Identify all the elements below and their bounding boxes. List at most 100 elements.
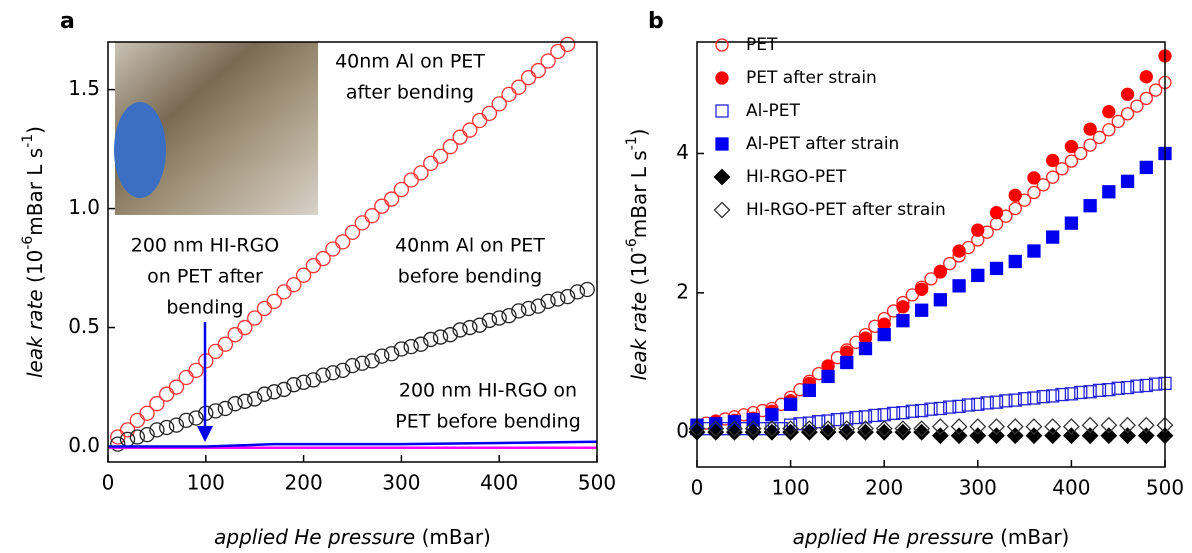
marker — [744, 420, 762, 438]
marker — [237, 319, 253, 336]
marker — [952, 244, 966, 258]
marker — [896, 300, 910, 314]
annotation-arrowhead — [197, 426, 213, 442]
marker — [1044, 418, 1062, 436]
marker — [452, 322, 468, 338]
marker — [462, 122, 478, 138]
marker — [988, 427, 1005, 445]
axis-label-part: leak rate — [23, 289, 47, 378]
marker — [713, 201, 731, 219]
marker — [354, 215, 370, 231]
x-tick-label: 200 — [865, 476, 903, 500]
marker — [800, 420, 818, 438]
marker — [383, 346, 400, 362]
marker — [335, 234, 351, 250]
marker — [227, 327, 243, 343]
plot-frame — [107, 41, 598, 463]
annotation: PET before bending — [395, 411, 581, 433]
marker — [858, 341, 873, 356]
marker — [707, 420, 725, 438]
marker — [744, 423, 762, 441]
marker — [802, 383, 816, 398]
x-tick-label: 400 — [1052, 476, 1090, 500]
marker — [364, 208, 380, 224]
marker — [1111, 381, 1125, 395]
marker — [1148, 83, 1163, 97]
marker — [969, 418, 987, 436]
annotation: after bending — [346, 82, 474, 104]
marker — [840, 355, 854, 370]
marker — [1064, 154, 1079, 168]
x-tick-label: 100 — [187, 471, 225, 495]
x-tick-label: 400 — [480, 471, 518, 495]
marker — [1064, 139, 1079, 154]
marker — [237, 393, 253, 409]
marker — [1139, 70, 1153, 84]
marker — [462, 319, 478, 336]
marker — [471, 112, 488, 129]
marker — [868, 408, 882, 423]
marker — [168, 417, 185, 433]
marker — [1148, 377, 1163, 391]
marker — [763, 420, 781, 438]
marker — [374, 348, 390, 364]
axis-label-part: (10 — [627, 252, 651, 292]
marker — [765, 408, 779, 422]
marker — [110, 436, 126, 452]
marker — [1055, 162, 1069, 176]
axis-label-part: (10 — [23, 250, 47, 290]
marker — [1092, 130, 1107, 145]
marker — [1044, 427, 1062, 445]
marker — [511, 79, 527, 95]
marker — [560, 36, 576, 53]
marker — [914, 303, 929, 317]
marker — [501, 86, 517, 103]
marker — [325, 241, 341, 257]
marker — [999, 394, 1013, 408]
marker — [763, 423, 781, 441]
marker — [1046, 230, 1060, 244]
marker — [481, 105, 498, 122]
marker — [1008, 254, 1022, 269]
marker — [707, 423, 725, 441]
axis-label-part: leak rate — [627, 292, 651, 381]
marker — [1081, 427, 1099, 445]
marker — [256, 300, 273, 317]
marker — [857, 423, 874, 441]
marker — [413, 165, 429, 181]
marker — [1062, 427, 1080, 445]
marker — [276, 284, 292, 300]
marker — [560, 288, 576, 305]
marker — [305, 258, 322, 274]
marker — [139, 405, 155, 421]
marker — [1102, 383, 1116, 397]
marker — [924, 402, 938, 416]
marker — [1062, 418, 1080, 436]
annotation: before bending — [398, 266, 542, 288]
marker — [1120, 174, 1135, 188]
axis-label-part: mBar L s — [627, 150, 651, 238]
marker — [1102, 123, 1116, 137]
y-tick-label: 0.5 — [68, 314, 100, 338]
marker — [1130, 99, 1144, 113]
marker — [819, 420, 837, 438]
marker — [1046, 389, 1060, 403]
marker — [894, 423, 912, 441]
marker — [1137, 416, 1155, 434]
marker — [1064, 216, 1079, 230]
y-tick-label: 1.0 — [68, 195, 100, 219]
annotation: 40nm Al on PET — [335, 51, 485, 73]
annotation: on PET after — [147, 266, 263, 288]
panel-label: a — [60, 9, 75, 34]
marker — [1092, 383, 1107, 398]
marker — [715, 104, 729, 118]
marker — [403, 172, 419, 188]
marker — [188, 362, 204, 379]
marker — [726, 420, 743, 438]
marker — [931, 418, 949, 436]
marker — [924, 272, 938, 286]
marker — [1083, 199, 1097, 213]
marker — [989, 261, 1004, 276]
axis-label-part: ) — [627, 128, 651, 136]
